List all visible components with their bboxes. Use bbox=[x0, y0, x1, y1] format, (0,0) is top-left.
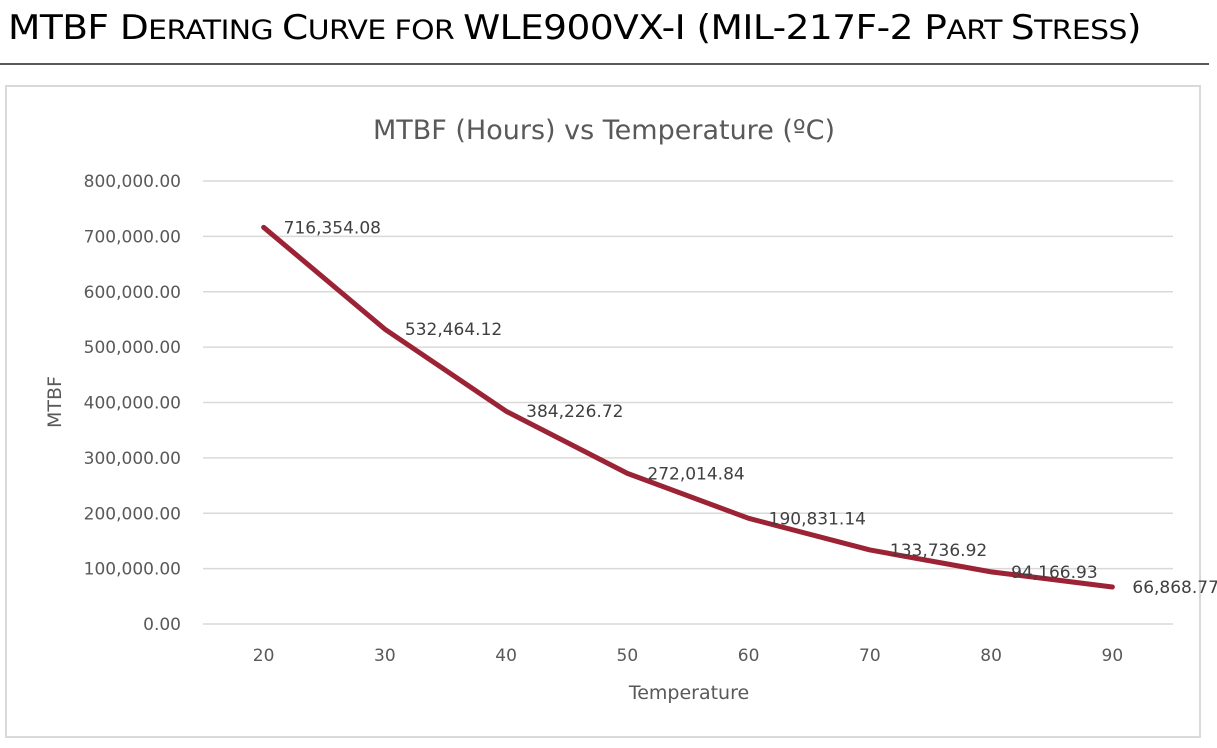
x-tick-label: 50 bbox=[617, 646, 639, 666]
title-segment: S bbox=[1010, 8, 1035, 48]
y-axis-title: MTBF bbox=[44, 376, 66, 428]
title-segment: ART bbox=[946, 15, 1011, 46]
title-segment: TRESS bbox=[1034, 15, 1127, 46]
x-tick-label: 90 bbox=[1102, 646, 1124, 666]
title-segment: URVE FOR bbox=[307, 15, 464, 46]
x-tick-label: 20 bbox=[253, 646, 275, 666]
y-tick-label: 600,000.00 bbox=[84, 283, 181, 303]
document-title: MTBF DERATING CURVE FOR WLE900VX-I (MIL-… bbox=[8, 8, 1142, 48]
data-labels: 716,354.08 532,464.12 384,226.72 272,014.84… bbox=[284, 218, 1217, 598]
y-axis-tick-labels: 0.00 100,000.00 200,000.00 300,000.00 400,00… bbox=[84, 172, 181, 635]
title-segment: P bbox=[924, 8, 947, 48]
data-label: 133,736.92 bbox=[890, 541, 987, 561]
title-segment: C bbox=[282, 8, 308, 48]
gridlines bbox=[203, 180, 1173, 625]
y-tick-label: 200,000.00 bbox=[84, 504, 181, 524]
chart-title: MTBF (Hours) vs Temperature (ºC) bbox=[373, 115, 835, 146]
series-mtbf bbox=[261, 224, 1115, 590]
title-divider bbox=[0, 63, 1209, 65]
data-label: 272,014.84 bbox=[647, 464, 744, 484]
x-tick-label: 40 bbox=[495, 646, 517, 666]
y-tick-label: 100,000.00 bbox=[84, 560, 181, 580]
x-tick-label: 60 bbox=[738, 646, 760, 666]
data-label: 716,354.08 bbox=[284, 218, 381, 238]
y-tick-label: 800,000.00 bbox=[84, 172, 181, 192]
x-axis-title: Temperature bbox=[628, 682, 749, 704]
title-segment: MTBF bbox=[8, 8, 120, 48]
y-tick-label: 500,000.00 bbox=[84, 338, 181, 358]
x-axis-tick-labels: 20 30 40 50 60 70 80 90 bbox=[253, 646, 1123, 666]
title-segment: ERATING bbox=[148, 15, 283, 46]
series-line bbox=[261, 224, 1115, 590]
title-segment: WLE900VX-I (MIL-217F-2 bbox=[463, 8, 925, 48]
x-tick-label: 30 bbox=[374, 646, 396, 666]
title-segment: ) bbox=[1126, 8, 1142, 48]
y-tick-label: 400,000.00 bbox=[84, 394, 181, 414]
data-label: 384,226.72 bbox=[526, 402, 623, 422]
data-label: 532,464.12 bbox=[405, 320, 502, 340]
chart-area bbox=[5, 85, 1201, 738]
y-tick-label: 300,000.00 bbox=[84, 449, 181, 469]
data-label: 94,166.93 bbox=[1011, 563, 1098, 583]
y-tick-label: 700,000.00 bbox=[84, 227, 181, 247]
data-label: 66,868.77 bbox=[1132, 578, 1217, 598]
x-tick-label: 80 bbox=[980, 646, 1002, 666]
data-label: 190,831.14 bbox=[769, 509, 866, 529]
x-tick-label: 70 bbox=[859, 646, 881, 666]
title-segment: D bbox=[119, 8, 149, 48]
y-tick-label: 0.00 bbox=[143, 615, 181, 635]
